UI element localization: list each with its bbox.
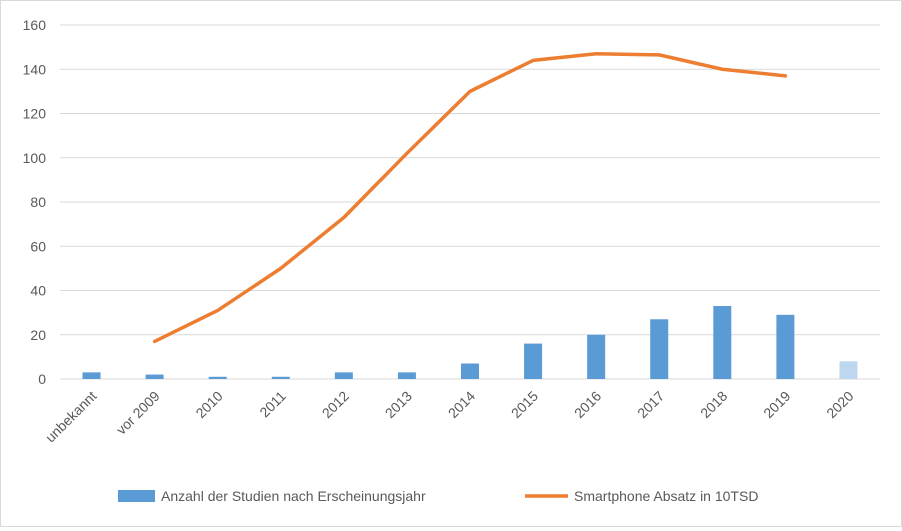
x-axis-tick-labels: unbekannt vor 2009 2010 2011 2012 2013 2014 201…: [42, 388, 857, 446]
legend-swatch-bar: [118, 490, 155, 502]
x-tick-label: 2015: [508, 388, 541, 421]
bar: [83, 372, 101, 379]
x-tick-label: 2017: [634, 388, 667, 421]
y-axis-tick-labels: 0 20 40 60 80 100 120 140 160: [23, 17, 47, 387]
y-tick-label: 40: [30, 283, 46, 299]
legend-label-bar: Anzahl der Studien nach Erscheinungsjahr: [161, 488, 426, 504]
bar: [398, 372, 416, 379]
y-tick-label: 20: [30, 327, 46, 343]
y-tick-label: 160: [23, 17, 47, 33]
x-tick-label: 2014: [445, 388, 478, 421]
bar: [461, 364, 479, 379]
y-tick-label: 140: [23, 61, 47, 77]
y-tick-label: 0: [38, 371, 46, 387]
bar: [524, 344, 542, 379]
bar: [146, 375, 164, 379]
x-tick-label: 2019: [760, 388, 793, 421]
bar: [839, 361, 857, 379]
y-tick-label: 100: [23, 150, 47, 166]
legend: Anzahl der Studien nach Erscheinungsjahr…: [118, 488, 758, 504]
x-tick-label: 2020: [823, 388, 856, 421]
line-series: [155, 54, 786, 342]
x-tick-label: 2016: [571, 388, 604, 421]
y-tick-label: 80: [30, 194, 46, 210]
x-tick-label: 2010: [192, 388, 225, 421]
x-tick-label: 2012: [319, 388, 352, 421]
bar: [335, 372, 353, 379]
bar: [209, 377, 227, 379]
x-tick-label: 2018: [697, 388, 730, 421]
y-tick-label: 60: [30, 238, 46, 254]
bar: [650, 319, 668, 379]
x-tick-label: 2013: [382, 388, 415, 421]
bar: [713, 306, 731, 379]
bar-series: [83, 306, 858, 379]
bar: [587, 335, 605, 379]
x-tick-label: vor 2009: [113, 388, 163, 438]
bar: [272, 377, 290, 379]
x-tick-label: 2011: [256, 388, 289, 421]
series-line: [155, 54, 786, 342]
legend-label-line: Smartphone Absatz in 10TSD: [574, 488, 758, 504]
bar: [776, 315, 794, 379]
y-tick-label: 120: [23, 106, 47, 122]
x-tick-label: unbekannt: [42, 388, 100, 446]
